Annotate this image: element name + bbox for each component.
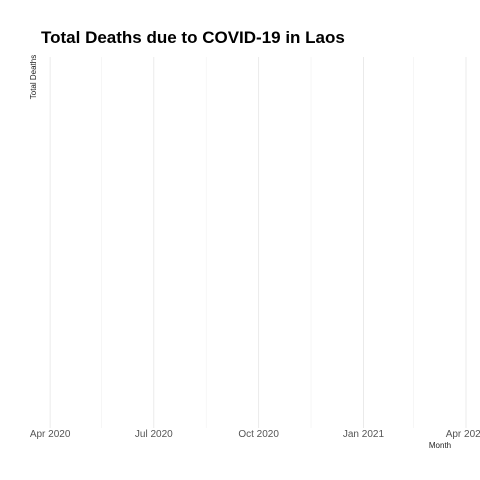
minor-gridlines (101, 57, 414, 428)
major-gridlines (49, 57, 467, 428)
y-axis-title: Total Deaths (29, 55, 38, 99)
x-tick-label-4: Apr 2021 (446, 429, 480, 440)
x-tick-label-3: Jan 2021 (343, 429, 385, 440)
x-tick-labels: Apr 2020 Jul 2020 Oct 2020 Jan 2021 Apr 2021 (30, 429, 480, 440)
chart-title: Total Deaths due to COVID-19 in Laos (41, 28, 345, 47)
x-tick-label-2: Oct 2020 (238, 429, 279, 440)
x-axis-title: Month (429, 441, 451, 450)
x-tick-label-0: Apr 2020 (30, 429, 71, 440)
x-tick-label-1: Jul 2020 (135, 429, 173, 440)
